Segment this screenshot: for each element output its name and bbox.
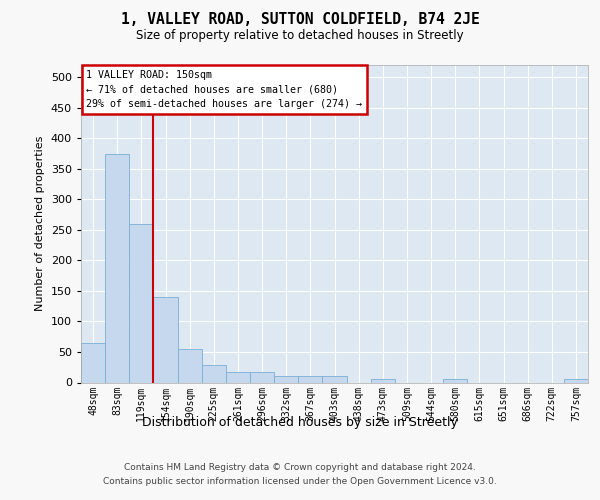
Bar <box>298 376 322 382</box>
Y-axis label: Number of detached properties: Number of detached properties <box>35 136 45 312</box>
Bar <box>226 372 250 382</box>
Bar <box>202 366 226 382</box>
Bar <box>250 372 274 382</box>
Bar <box>178 349 202 382</box>
Text: Size of property relative to detached houses in Streetly: Size of property relative to detached ho… <box>136 29 464 42</box>
Bar <box>105 154 129 382</box>
Text: 1, VALLEY ROAD, SUTTON COLDFIELD, B74 2JE: 1, VALLEY ROAD, SUTTON COLDFIELD, B74 2J… <box>121 12 479 28</box>
Text: Contains HM Land Registry data © Crown copyright and database right 2024.: Contains HM Land Registry data © Crown c… <box>124 463 476 472</box>
Text: Contains public sector information licensed under the Open Government Licence v3: Contains public sector information licen… <box>103 476 497 486</box>
Bar <box>564 380 588 382</box>
Bar <box>154 297 178 382</box>
Bar <box>322 376 347 382</box>
Bar <box>371 380 395 382</box>
Bar <box>81 343 105 382</box>
Bar <box>129 224 154 382</box>
Text: 1 VALLEY ROAD: 150sqm
← 71% of detached houses are smaller (680)
29% of semi-det: 1 VALLEY ROAD: 150sqm ← 71% of detached … <box>86 70 362 110</box>
Text: Distribution of detached houses by size in Streetly: Distribution of detached houses by size … <box>142 416 458 429</box>
Bar <box>443 380 467 382</box>
Bar <box>274 376 298 382</box>
